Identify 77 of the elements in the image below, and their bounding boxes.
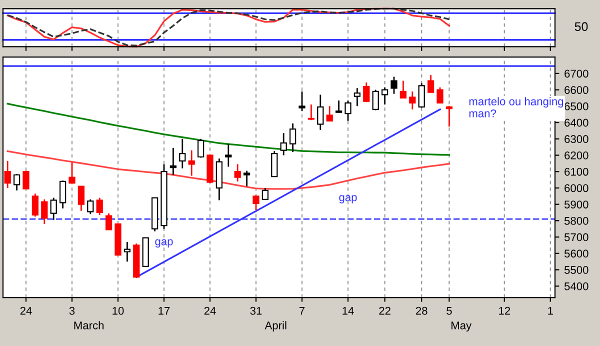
annotation: gap [155, 239, 173, 248]
x-tick-label: 24 [204, 306, 216, 315]
x-tick-label: 3 [69, 306, 75, 315]
x-tick-label: 10 [112, 306, 124, 315]
candlestick [390, 76, 398, 95]
candlestick [188, 150, 195, 176]
candlestick [234, 164, 241, 182]
candlestick [427, 74, 434, 93]
candlestick [22, 170, 30, 190]
y-tick-label: 5700 [564, 233, 588, 242]
x-tick-label: 12 [499, 306, 510, 315]
candlestick [409, 90, 416, 110]
candlestick [372, 89, 379, 111]
candlestick [87, 198, 94, 215]
y-tick-label: 5600 [564, 250, 588, 258]
candlestick [317, 94, 324, 131]
candlestick [13, 173, 20, 192]
y-tick-label: 5900 [564, 200, 588, 208]
candlestick [105, 212, 112, 230]
candlestick [41, 198, 48, 225]
annotation: martelo ou hanging man? [469, 97, 564, 118]
x-tick-label: 7 [299, 306, 305, 315]
y-tick-label: 6200 [564, 152, 588, 160]
candlestick [68, 162, 76, 184]
candlestick [32, 192, 39, 218]
candlestick [363, 82, 370, 103]
candlestick [4, 160, 11, 189]
candlestick [124, 241, 131, 262]
candlestick [225, 143, 232, 168]
text: May [452, 322, 472, 332]
x-tick-label: 14 [342, 306, 354, 315]
y-tick-label: 6300 [564, 135, 588, 144]
x-tick-label: 24 [20, 306, 32, 315]
y-tick-label: 6700 [564, 70, 588, 78]
annotation: gap [339, 195, 357, 204]
y-tick-label: 5400 [564, 282, 588, 290]
candlestick [308, 104, 315, 121]
candlestick [50, 197, 57, 221]
candlestick [78, 186, 85, 212]
y-tick-label: 6600 [564, 86, 588, 94]
candlestick [179, 138, 186, 170]
y-tick-label: 6000 [564, 184, 588, 192]
text: March [74, 321, 104, 330]
candlestick [436, 86, 444, 104]
x-tick-label: 28 [416, 306, 428, 315]
candlestick [446, 105, 453, 128]
candlestick [335, 100, 342, 114]
text: 50 [574, 22, 588, 32]
candlestick [243, 170, 250, 188]
candlestick [59, 180, 66, 210]
x-tick-label: 17 [158, 306, 170, 315]
candlestick [262, 187, 269, 200]
candlestick [252, 194, 260, 211]
line-series [6, 102, 450, 156]
x-tick-label: 31 [250, 306, 262, 315]
candlestick [354, 87, 361, 107]
candlestick [326, 105, 333, 122]
candlestick [280, 132, 287, 156]
x-tick-label: 22 [379, 306, 390, 315]
candlestick [344, 100, 352, 122]
y-tick-label: 6400 [564, 118, 588, 127]
x-tick-label: 1 [548, 306, 553, 315]
y-tick-label: 5800 [564, 216, 588, 225]
text: April [264, 321, 286, 332]
candlestick [170, 147, 177, 176]
y-tick-label: 5500 [564, 266, 588, 274]
candlestick [418, 82, 425, 108]
candlestick [298, 90, 306, 112]
candlestick [289, 122, 296, 153]
candlestick [96, 197, 103, 216]
x-tick-label: 5 [446, 306, 452, 315]
candlestick [197, 138, 204, 158]
candlestick [381, 86, 388, 106]
y-tick-label: 6100 [564, 168, 588, 176]
candlestick [271, 150, 278, 178]
candlestick [400, 80, 407, 99]
y-tick-label: 6500 [564, 102, 588, 110]
